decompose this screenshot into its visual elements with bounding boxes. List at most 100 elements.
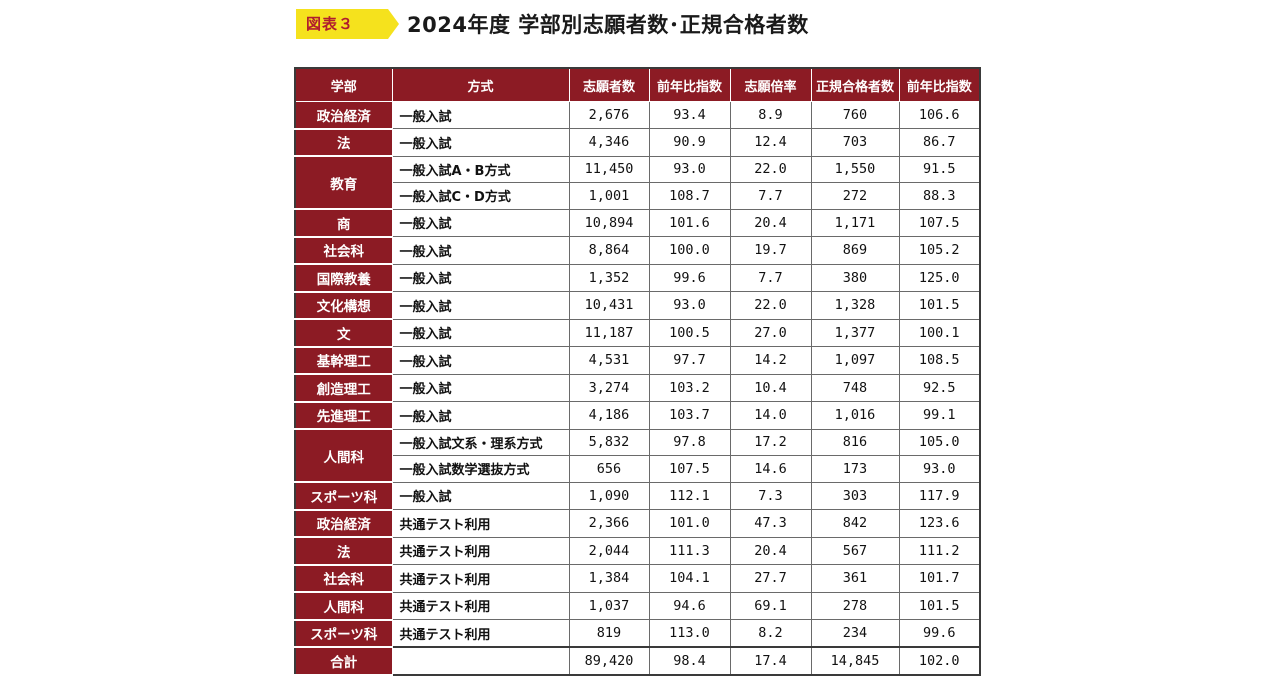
figure-badge-label: 図表３ <box>306 15 355 33</box>
value-cell: 17.4 <box>729 646 812 675</box>
value-cell: 12.4 <box>729 128 812 157</box>
table-row: 法一般入試 4,346 90.9 12.4 703 86.7 <box>294 128 981 157</box>
value-cell: 103.7 <box>648 401 731 430</box>
method-cell: 一般入試 <box>391 318 570 347</box>
value-cell: 101.5 <box>898 291 981 320</box>
table-row: 国際教養 一般入試 1,352 99.6 7.7 380 125.0 <box>294 263 981 293</box>
faculty-cell: 法 <box>294 536 393 566</box>
total-row: 合計 89,420 98.4 17.4 14,845 102.0 <box>294 646 981 676</box>
faculty-cell: スポーツ科 <box>294 481 393 511</box>
table-row: 法共通テスト利用 2,044 111.3 20.4 567 111.2 <box>294 536 981 566</box>
value-cell: 656 <box>568 455 650 483</box>
value-cell: 93.0 <box>648 155 731 183</box>
method-cell: 共通テスト利用 <box>391 591 570 620</box>
value-cell: 1,377 <box>810 318 900 347</box>
value-cell: 92.5 <box>898 373 981 402</box>
value-cell: 869 <box>810 236 900 265</box>
method-cell: 一般入試 <box>391 236 570 265</box>
value-cell: 101.7 <box>898 564 981 593</box>
value-cell: 1,016 <box>810 401 900 430</box>
value-cell: 113.0 <box>648 619 731 648</box>
faculty-cell: 国際教養 <box>294 263 393 293</box>
value-cell: 10.4 <box>729 373 812 402</box>
faculty-cell: 文 <box>294 318 393 348</box>
value-cell: 4,531 <box>568 346 650 375</box>
value-cell: 1,037 <box>568 591 650 620</box>
value-cell: 19.7 <box>729 236 812 265</box>
faculty-cell: 創造理工 <box>294 373 393 403</box>
value-cell: 91.5 <box>898 155 981 183</box>
value-cell: 173 <box>810 455 900 483</box>
badge-arrow-shape <box>296 9 399 39</box>
value-cell: 101.5 <box>898 591 981 620</box>
admissions-table: 学部 方式 志願者数 前年比指数 志願倍率 正規合格者数 前年比指数 政治経済 一般入試 2,6… <box>294 67 981 676</box>
value-cell: 278 <box>810 591 900 620</box>
faculty-cell: 人間科 <box>294 591 393 621</box>
value-cell: 7.3 <box>729 481 812 510</box>
table-row: 政治経済 共通テスト利用 2,366 101.0 47.3 842 123.6 <box>294 509 981 538</box>
method-cell: 一般入試 <box>391 401 570 430</box>
faculty-cell: 政治経済 <box>294 101 393 130</box>
value-cell: 107.5 <box>898 208 981 237</box>
value-cell: 105.0 <box>898 428 981 456</box>
value-cell: 22.0 <box>729 155 812 183</box>
table-row: スポーツ科 一般入試 1,090 112.1 7.3 303 117.9 <box>294 481 981 511</box>
value-cell: 100.0 <box>648 236 731 265</box>
method-cell: 一般入試 <box>391 373 570 402</box>
value-cell: 1,171 <box>810 208 900 237</box>
column-header: 前年比指数 <box>898 67 981 102</box>
value-cell: 4,186 <box>568 401 650 430</box>
value-cell: 303 <box>810 481 900 510</box>
value-cell: 107.5 <box>648 455 731 483</box>
faculty-cell: 社会科 <box>294 236 393 265</box>
figure-title: 2024年度 学部別志願者数･正規合格者数 <box>407 13 809 37</box>
method-cell: 一般入試 <box>391 346 570 375</box>
table-row: 先進理工 一般入試 4,186 103.7 14.0 1,016 99.1 <box>294 401 981 430</box>
value-cell: 5,832 <box>568 428 650 456</box>
table-row: 商一般入試 10,894 101.6 20.4 1,171 107.5 <box>294 208 981 238</box>
value-cell: 20.4 <box>729 536 812 565</box>
value-cell: 100.1 <box>898 318 981 347</box>
value-cell: 101.0 <box>648 509 731 538</box>
faculty-cell: 法 <box>294 128 393 157</box>
value-cell: 47.3 <box>729 509 812 538</box>
value-cell: 104.1 <box>648 564 731 593</box>
value-cell: 8.9 <box>729 101 812 129</box>
value-cell: 11,450 <box>568 155 650 183</box>
value-cell: 69.1 <box>729 591 812 620</box>
method-cell <box>391 646 570 675</box>
method-cell: 一般入試 <box>391 101 570 129</box>
value-cell: 90.9 <box>648 128 731 157</box>
value-cell: 760 <box>810 101 900 129</box>
value-cell: 2,366 <box>568 509 650 538</box>
method-cell: 一般入試 <box>391 291 570 320</box>
value-cell: 86.7 <box>898 128 981 157</box>
column-header: 学部 <box>294 67 393 102</box>
value-cell: 14.0 <box>729 401 812 430</box>
value-cell: 567 <box>810 536 900 565</box>
value-cell: 703 <box>810 128 900 157</box>
value-cell: 17.2 <box>729 428 812 456</box>
method-cell: 一般入試 <box>391 208 570 237</box>
value-cell: 2,676 <box>568 101 650 129</box>
value-cell: 108.5 <box>898 346 981 375</box>
table-row: 政治経済 一般入試 2,676 93.4 8.9 760 106.6 <box>294 101 981 130</box>
value-cell: 97.7 <box>648 346 731 375</box>
table-row: スポーツ科 共通テスト利用 819 113.0 8.2 234 99.6 <box>294 619 981 648</box>
method-cell: 共通テスト利用 <box>391 564 570 593</box>
faculty-cell: 基幹理工 <box>294 346 393 375</box>
value-cell: 108.7 <box>648 182 731 210</box>
table-row: 文一般入試 11,187 100.5 27.0 1,377 100.1 <box>294 318 981 348</box>
value-cell: 117.9 <box>898 481 981 510</box>
faculty-cell: スポーツ科 <box>294 619 393 648</box>
method-cell: 共通テスト利用 <box>391 619 570 648</box>
table-row: 文化構想 一般入試 10,431 93.0 22.0 1,328 101.5 <box>294 291 981 320</box>
method-cell: 共通テスト利用 <box>391 509 570 538</box>
value-cell: 1,328 <box>810 291 900 320</box>
value-cell: 1,550 <box>810 155 900 183</box>
value-cell: 1,090 <box>568 481 650 510</box>
value-cell: 93.0 <box>898 455 981 483</box>
value-cell: 111.2 <box>898 536 981 565</box>
table-body: 政治経済 一般入試 2,676 93.4 8.9 760 106.6 法一般入試 4,346 90… <box>294 101 981 676</box>
method-cell: 一般入試 <box>391 263 570 292</box>
